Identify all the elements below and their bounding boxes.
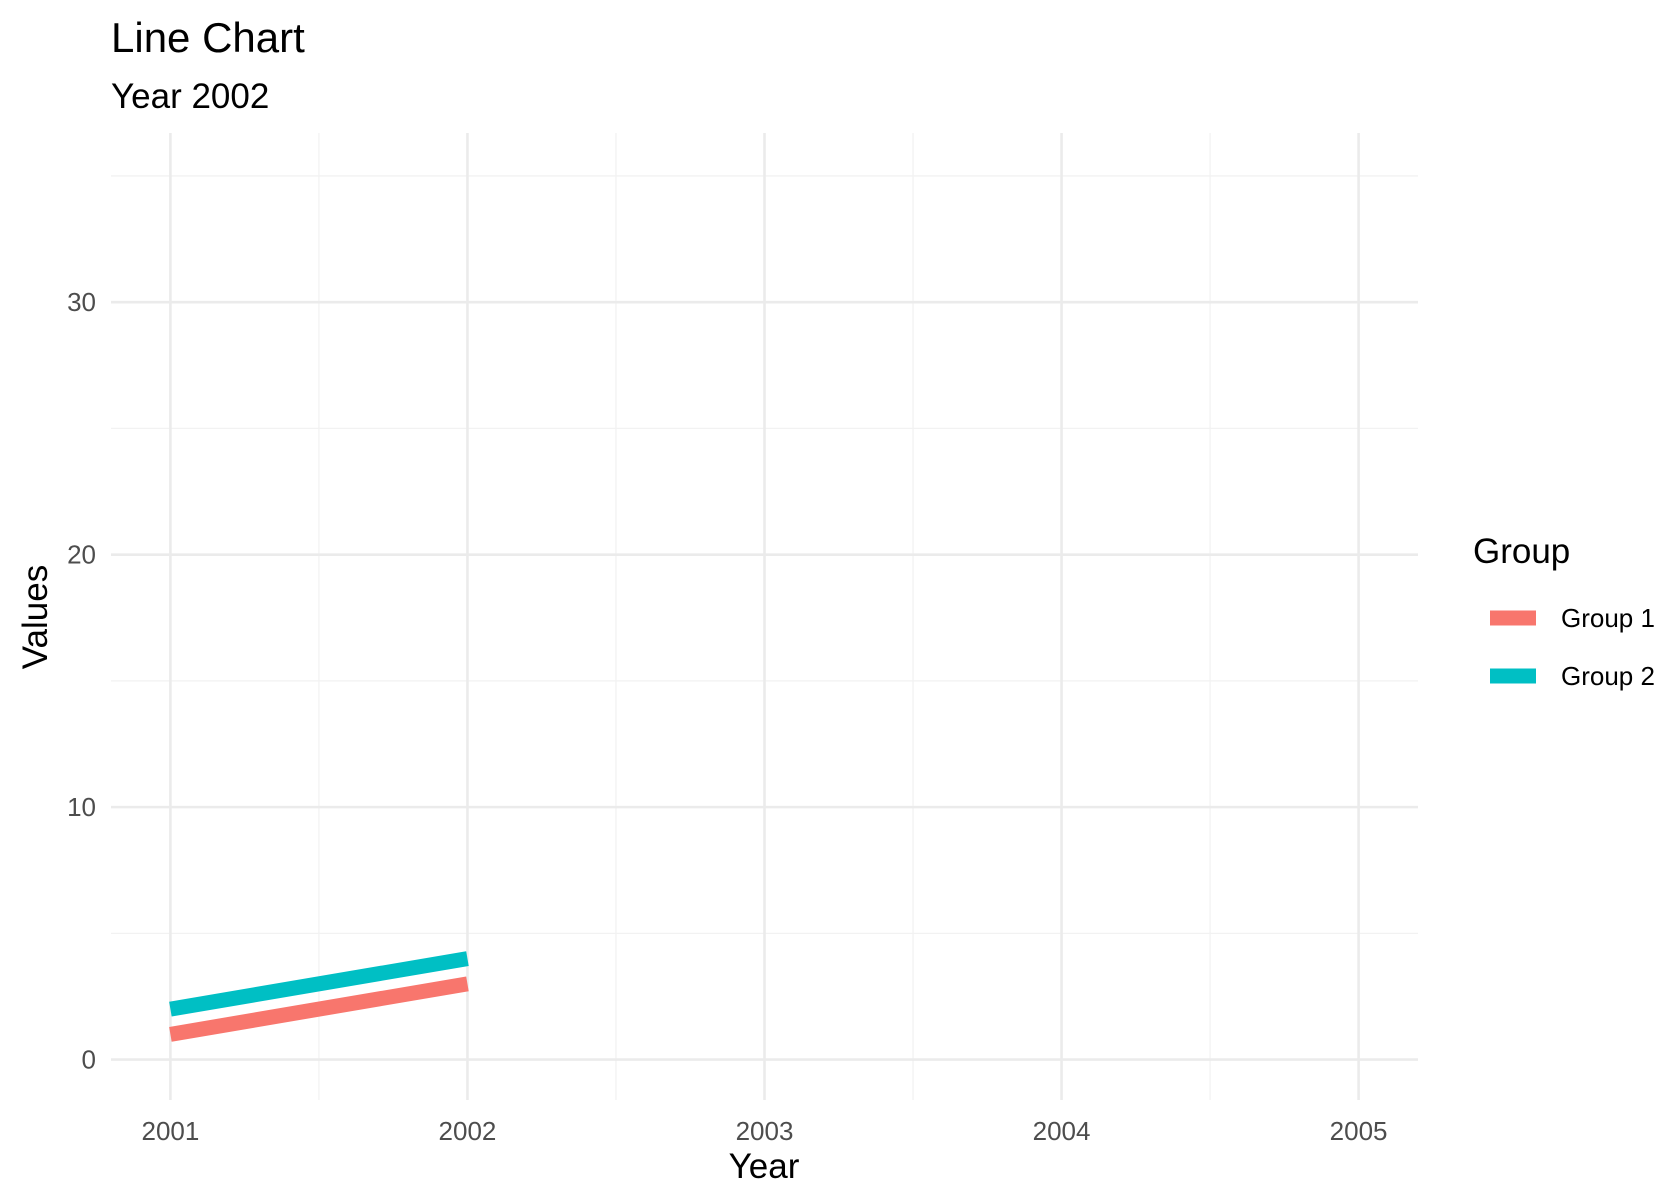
x-tick-label: 2004 [1033, 1116, 1091, 1146]
chart-subtitle: Year 2002 [111, 77, 269, 116]
y-tick-label: 0 [82, 1045, 96, 1075]
grid [111, 133, 1418, 1100]
y-tick-label: 10 [67, 792, 96, 822]
series-lines [169, 951, 469, 1042]
series-line-group-1 [169, 976, 469, 1042]
legend-title: Group [1473, 532, 1570, 571]
chart-title: Line Chart [111, 14, 305, 61]
x-axis-tick-labels: 2001 2002 2003 2004 2005 [141, 1116, 1387, 1146]
legend-label-group-2: Group 2 [1561, 661, 1655, 691]
legend-label-group-1: Group 1 [1561, 603, 1655, 633]
y-tick-label: 20 [67, 540, 96, 570]
legend: Group Group 1 Group 2 [1473, 532, 1655, 691]
x-tick-label: 2001 [141, 1116, 199, 1146]
y-axis-title: Values [16, 565, 55, 669]
y-tick-label: 30 [67, 287, 96, 317]
series-line-group-2 [169, 951, 469, 1017]
x-tick-label: 2003 [736, 1116, 794, 1146]
x-axis-title: Year [729, 1147, 800, 1186]
x-tick-label: 2002 [439, 1116, 497, 1146]
x-tick-label: 2005 [1330, 1116, 1388, 1146]
y-axis-tick-labels: 0 10 20 30 [67, 287, 96, 1074]
